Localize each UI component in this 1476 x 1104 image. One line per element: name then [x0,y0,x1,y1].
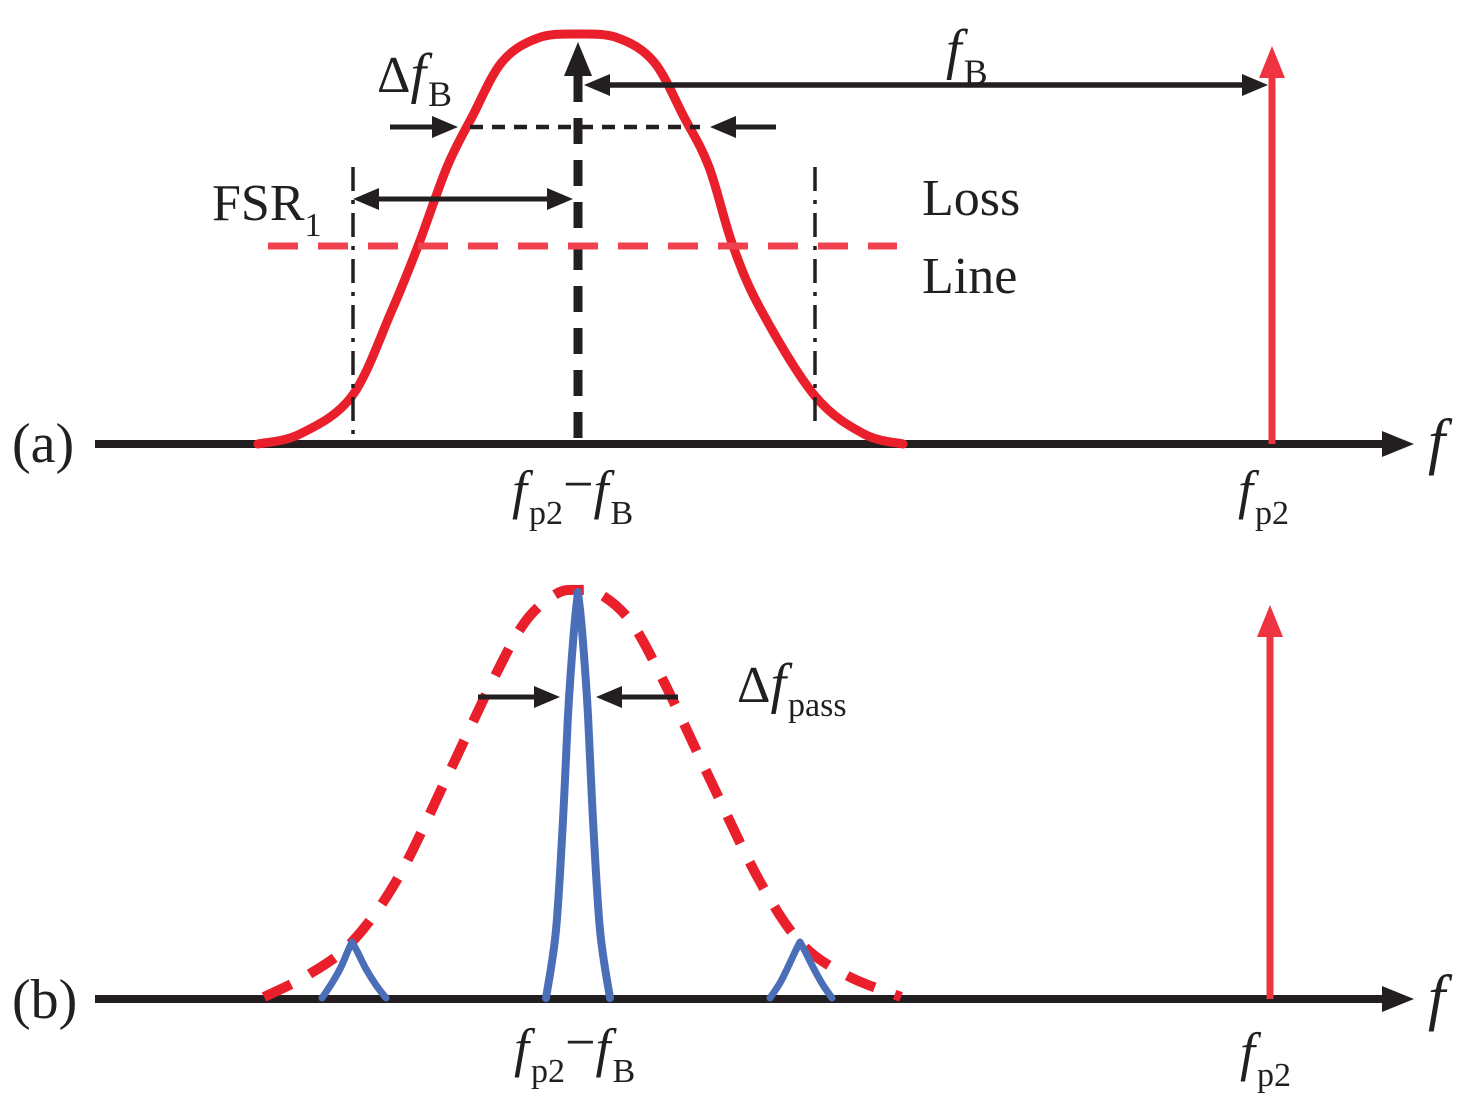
panel-a-fwhm-right-arrowhead-icon [710,116,736,138]
panel-a-fwhm-left-arrowhead-icon [432,116,458,138]
panel-a-delta-fb-label: ΔfB [377,43,452,114]
panel-b-pump-frequency-label: fp2 [1240,1022,1291,1094]
panel-a-fb-arrowhead-right-icon [1242,74,1268,96]
panel-b-delta-fpass-label: Δfpass [737,653,847,724]
panel-a-pump-frequency-label: fp2 [1238,460,1289,532]
panel-a-peak-up-arrowhead-icon [564,42,592,76]
panel-a-label: (a) [12,413,74,475]
panel-a-pump-arrowhead-icon [1259,46,1285,78]
panel-a-peak-frequency-label: fp2−fB [512,454,633,532]
panel-b-resonance-peak-left [318,938,390,1002]
panel-a-fsr-arrowhead-right-icon [547,188,573,210]
panel-b-pump-arrowhead-icon [1257,605,1283,637]
panel-a-axis-arrowhead-icon [1382,431,1414,457]
panel-a-axis-label: f [1428,408,1453,476]
panel-b-fpass-left-arrowhead-icon [534,686,560,708]
panel-b-label: (b) [12,969,77,1031]
panel-b-peak-frequency-label: fp2−fB [514,1012,635,1090]
panel-a-loss-label-line2: Line [922,248,1017,305]
panel-a-fb-arrowhead-left-icon [584,74,610,96]
panel-b-fpass-right-arrowhead-icon [596,686,622,708]
panel-b-axis-label: f [1428,964,1453,1032]
panel-b-resonance-spike-center [542,588,614,1002]
panel-b: (b) Δfpass fp2−fB fp2 f [12,584,1453,1094]
panel-b-resonance-peak-right [766,938,836,1002]
panel-a-loss-label-line1: Loss [922,170,1020,227]
panel-a-fsr-label: FSR1 [212,175,322,244]
panel-a-fb-label: fB [946,19,988,92]
panel-a-gain-curve [253,29,908,449]
panel-a: (a) ΔfB FSR1 Loss Line fB fp2−fB fp2 f [12,19,1453,532]
panel-a-fsr-arrowhead-left-icon [353,188,379,210]
panel-b-axis-arrowhead-icon [1382,986,1414,1012]
